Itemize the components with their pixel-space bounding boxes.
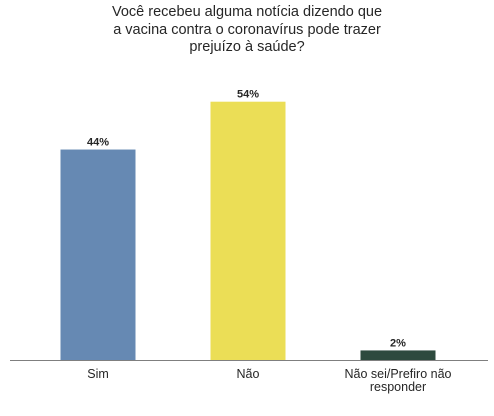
chart-title-line-1: Você recebeu alguma notícia dizendo que: [112, 4, 382, 20]
x-tick-label-3-line-1: Não sei/Prefiro não: [344, 367, 451, 381]
value-label-1: 44%: [87, 137, 109, 149]
value-label-3: 2%: [390, 337, 406, 349]
chart-title-line-2: a vacina contra o coronavírus pode traze…: [113, 22, 381, 38]
bar-1: [60, 149, 136, 360]
value-labels: 44% 54% 2%: [87, 89, 406, 350]
bar-2: [210, 101, 286, 360]
value-label-2: 54%: [237, 89, 259, 101]
chart-title-line-3: prejuízo à saúde?: [189, 39, 304, 55]
x-tick-label-1: Sim: [87, 367, 109, 381]
bar-3: [360, 350, 436, 360]
bars: [60, 101, 436, 360]
x-tick-label-3-line-2: responder: [370, 380, 426, 394]
x-tick-label-2: Não: [237, 367, 260, 381]
chart-title: Você recebeu alguma notícia dizendo que a…: [112, 4, 382, 55]
